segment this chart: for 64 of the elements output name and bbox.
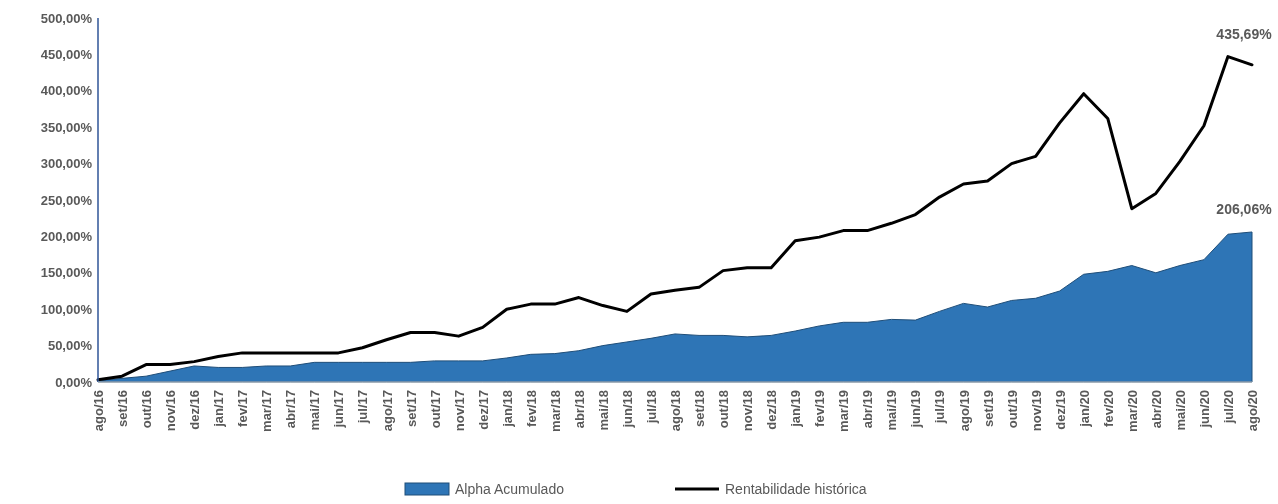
x-tick-label: dez/18 — [764, 390, 780, 430]
y-tick-label: 350,00% — [40, 119, 93, 135]
x-tick-label: ago/18 — [668, 390, 683, 432]
y-tick-label: 50,00% — [47, 338, 93, 354]
data-label: 206,06% — [1216, 200, 1273, 217]
x-tick-label: jun/20 — [1196, 390, 1212, 429]
x-tick-label: mai/18 — [595, 390, 611, 431]
x-tick-label: mar/18 — [547, 390, 563, 432]
x-tick-label: fev/18 — [523, 390, 539, 427]
x-tick-label: set/17 — [403, 390, 419, 427]
x-tick-label: jul/19 — [932, 390, 948, 425]
x-tick-label: jan/20 — [1076, 390, 1092, 428]
y-tick-label: 100,00% — [40, 301, 93, 317]
x-tick-label: jul/18 — [643, 390, 659, 425]
x-tick-label: dez/16 — [187, 390, 203, 430]
x-tick-label: ago/20 — [1245, 390, 1260, 432]
y-tick-label: 200,00% — [40, 228, 93, 244]
y-tick-label: 300,00% — [40, 156, 93, 172]
x-tick-label: nov/16 — [163, 390, 179, 432]
x-tick-label: jan/17 — [211, 390, 227, 428]
x-tick-label: set/19 — [980, 390, 996, 427]
x-tick-label: fev/19 — [812, 390, 828, 427]
x-tick-label: nov/19 — [1028, 390, 1044, 432]
x-tick-label: set/16 — [115, 390, 131, 427]
x-tick-label: abr/18 — [571, 390, 587, 429]
x-tick-label: mai/19 — [884, 390, 900, 431]
x-tick-label: dez/19 — [1052, 390, 1068, 430]
legend-label: Rentabilidade histórica — [725, 481, 867, 497]
y-tick-label: 0,00% — [55, 374, 93, 390]
x-tick-label: jun/17 — [331, 390, 347, 429]
y-tick-label: 400,00% — [40, 83, 93, 99]
x-tick-label: ago/19 — [956, 390, 972, 432]
x-tick-label: jun/19 — [908, 390, 924, 429]
x-tick-label: jan/18 — [499, 390, 515, 428]
y-tick-label: 150,00% — [40, 265, 93, 281]
x-tick-label: mar/19 — [836, 390, 852, 432]
x-tick-label: mai/17 — [307, 390, 323, 431]
data-label: 435,69% — [1216, 25, 1273, 42]
x-tick-label: dez/17 — [475, 390, 491, 430]
x-tick-label: out/18 — [716, 390, 732, 429]
x-tick-label: fev/20 — [1100, 390, 1116, 427]
x-tick-label: abr/17 — [283, 390, 299, 429]
x-tick-label: jul/17 — [355, 390, 371, 425]
y-tick-label: 450,00% — [40, 46, 93, 62]
x-tick-label: nov/17 — [451, 390, 467, 432]
x-tick-label: jun/18 — [619, 390, 635, 429]
x-tick-label: set/18 — [692, 390, 708, 427]
x-tick-label: ago/17 — [379, 390, 395, 432]
x-tick-label: mai/20 — [1172, 390, 1188, 431]
x-tick-label: mar/20 — [1124, 390, 1140, 432]
x-tick-label: mar/17 — [259, 390, 275, 432]
y-tick-label: 250,00% — [40, 192, 93, 208]
x-tick-label: out/16 — [139, 390, 155, 429]
x-tick-label: jul/20 — [1220, 390, 1236, 425]
x-tick-label: ago/16 — [91, 390, 106, 432]
x-tick-label: out/17 — [427, 390, 443, 429]
x-tick-label: abr/20 — [1148, 390, 1164, 429]
x-tick-label: jan/19 — [788, 390, 804, 428]
x-tick-label: abr/19 — [860, 390, 876, 429]
legend-label: Alpha Acumulado — [455, 481, 565, 497]
y-tick-label: 500,00% — [40, 10, 93, 26]
x-tick-label: fev/17 — [235, 390, 251, 427]
x-tick-label: out/19 — [1004, 390, 1020, 429]
x-tick-label: nov/18 — [740, 390, 756, 432]
